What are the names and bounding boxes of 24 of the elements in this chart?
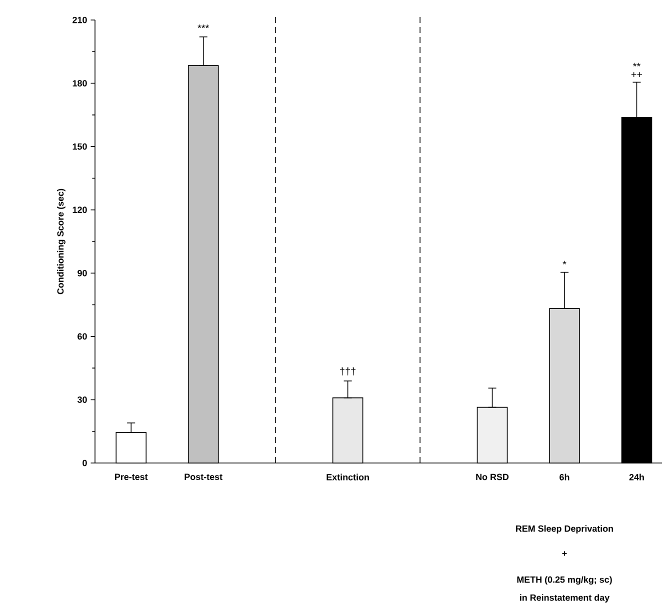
x-tick-label: 6h [560, 474, 570, 480]
text: REM Sleep Deprivation [516, 525, 614, 534]
x-tick-label: 24h [629, 474, 644, 480]
x-tick-label: No RSD [476, 474, 509, 480]
x-tick-label: Pre-test [115, 474, 148, 480]
y-tick-label: 30 [77, 396, 87, 403]
y-tick-label: 150 [72, 143, 87, 150]
annotation: ††† [340, 367, 356, 376]
annotation: ** [633, 62, 640, 66]
annotation: * [562, 260, 566, 264]
y-tick-label: 0 [82, 460, 87, 466]
y-tick-label: 120 [72, 206, 87, 214]
text: + [562, 551, 567, 556]
y-tick-label: 90 [78, 270, 87, 276]
y-tick-label: 60 [78, 333, 87, 340]
y-tick-label: 180 [72, 80, 87, 86]
y-axis-title: Conditioning Score (sec) [57, 188, 66, 294]
x-tick-label: Post-test [184, 474, 222, 480]
annotation: ++ [631, 72, 642, 77]
text: in Reinstatement day [520, 594, 610, 603]
y-tick-label: 210 [72, 16, 87, 24]
x-tick-label: Extinction [326, 474, 369, 480]
text: METH (0.25 mg/kg; sc) [517, 576, 612, 585]
annotation: *** [198, 24, 209, 28]
